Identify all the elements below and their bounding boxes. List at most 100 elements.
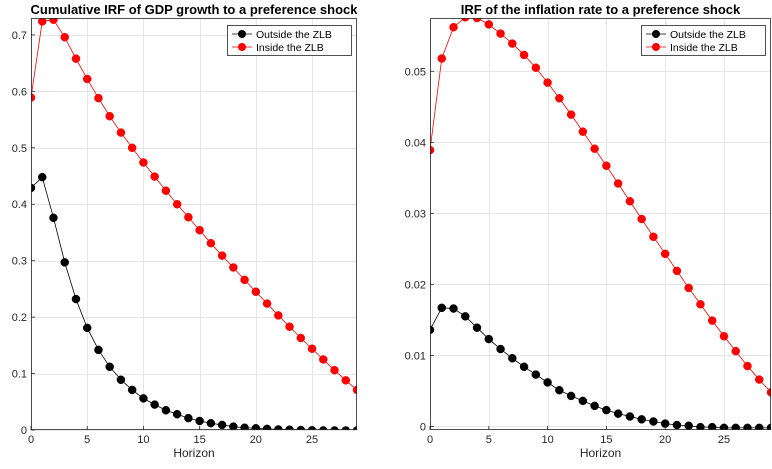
x-tick-label: 10 <box>541 434 553 446</box>
data-point <box>731 346 740 356</box>
x-tick-label: 0 <box>28 434 34 446</box>
data-point <box>531 63 541 72</box>
x-tick-label: 0 <box>427 434 433 446</box>
axes-box <box>430 18 771 430</box>
data-point <box>660 249 670 259</box>
data-point <box>696 300 705 309</box>
data-point <box>472 18 482 23</box>
data-point <box>352 385 357 395</box>
data-point <box>519 50 529 60</box>
data-point <box>543 378 552 387</box>
legend-marker <box>652 30 660 38</box>
legend-marker <box>652 43 660 51</box>
data-point <box>672 266 682 276</box>
data-point <box>637 415 646 424</box>
data-point <box>71 54 81 63</box>
data-point <box>296 333 306 343</box>
data-point <box>319 355 328 364</box>
data-point <box>105 111 114 121</box>
legend-label: Outside the ZLB <box>256 29 332 41</box>
data-point <box>637 214 646 224</box>
data-point <box>251 287 261 296</box>
data-point <box>472 323 482 332</box>
data-point <box>240 423 249 430</box>
data-point <box>613 409 623 418</box>
data-point <box>195 225 204 235</box>
y-tick-label: 0.1 <box>12 369 27 381</box>
data-point <box>217 420 227 430</box>
y-tick-label: 0.7 <box>12 30 27 42</box>
y-tick-label: 0.03 <box>405 208 426 220</box>
data-point <box>341 376 351 385</box>
data-point <box>184 413 193 423</box>
data-point <box>754 375 764 384</box>
data-point <box>105 362 114 372</box>
data-point <box>31 183 36 193</box>
data-point <box>496 344 505 354</box>
data-point <box>37 18 47 26</box>
data-point <box>649 417 658 426</box>
plot-series <box>430 18 771 430</box>
tick-labels: 0 5 10 15 20 25 0 0.01 0.02 0.03 0.04 0.05 <box>405 66 731 446</box>
data-point <box>206 238 216 248</box>
data-point <box>578 127 588 136</box>
y-tick-label: 0 <box>420 421 426 433</box>
data-point <box>590 144 599 153</box>
chart-1: 0 5 10 15 20 25 0 0.1 0.2 0.3 0.4 0.5 0.6 0.7 Cumulati… <box>12 2 359 460</box>
y-tick-label: 0.2 <box>12 312 27 324</box>
data-point <box>707 316 717 325</box>
y-tick-label: 0 <box>21 425 27 437</box>
legend-label: Outside the ZLB <box>670 29 746 41</box>
data-point <box>94 93 103 103</box>
data-point <box>127 143 137 153</box>
y-tick-label: 0.4 <box>12 199 27 211</box>
data-point <box>484 20 494 29</box>
y-tick-label: 0.04 <box>405 137 426 149</box>
legend-box <box>641 25 766 56</box>
data-point <box>139 158 148 167</box>
data-point <box>449 22 458 32</box>
data-point <box>285 322 294 331</box>
data-point <box>719 331 729 341</box>
plot-series <box>31 18 357 430</box>
x-tick-label: 15 <box>193 434 205 446</box>
data-point <box>60 258 69 267</box>
data-point <box>240 275 249 285</box>
data-point <box>184 212 193 222</box>
legend-label: Inside the ZLB <box>256 42 324 54</box>
legend-box <box>227 25 352 56</box>
y-tick-label: 0.05 <box>405 66 426 78</box>
data-point <box>172 200 182 209</box>
data-point <box>543 78 552 87</box>
x-tick-label: 5 <box>84 434 90 446</box>
data-point <box>496 29 505 38</box>
data-point <box>139 394 148 403</box>
data-point <box>150 400 159 409</box>
data-point <box>296 425 306 430</box>
chart-2: 0 5 10 15 20 25 0 0.01 0.02 0.03 0.04 0.05 IRF of th… <box>405 2 771 460</box>
x-tick-label: 15 <box>600 434 612 446</box>
data-point <box>274 311 283 320</box>
chart-title: Cumulative IRF of GDP growth to a prefer… <box>31 2 359 17</box>
data-point <box>508 354 517 363</box>
data-point <box>625 197 635 206</box>
x-tick-label: 20 <box>659 434 671 446</box>
data-point <box>684 283 693 293</box>
data-point <box>206 418 216 428</box>
data-point <box>437 54 447 63</box>
data-point <box>330 365 339 375</box>
data-point <box>82 323 92 333</box>
data-point <box>449 304 458 313</box>
data-point <box>672 420 682 430</box>
x-tick-label: 25 <box>306 434 318 446</box>
y-tick-label: 0.5 <box>12 143 27 155</box>
data-point <box>217 251 227 260</box>
x-tick-label: 25 <box>718 434 730 446</box>
y-tick-label: 0.3 <box>12 256 27 268</box>
data-point <box>684 421 693 430</box>
data-point <box>430 145 435 155</box>
plot-area <box>430 18 771 430</box>
data-point <box>555 385 564 395</box>
